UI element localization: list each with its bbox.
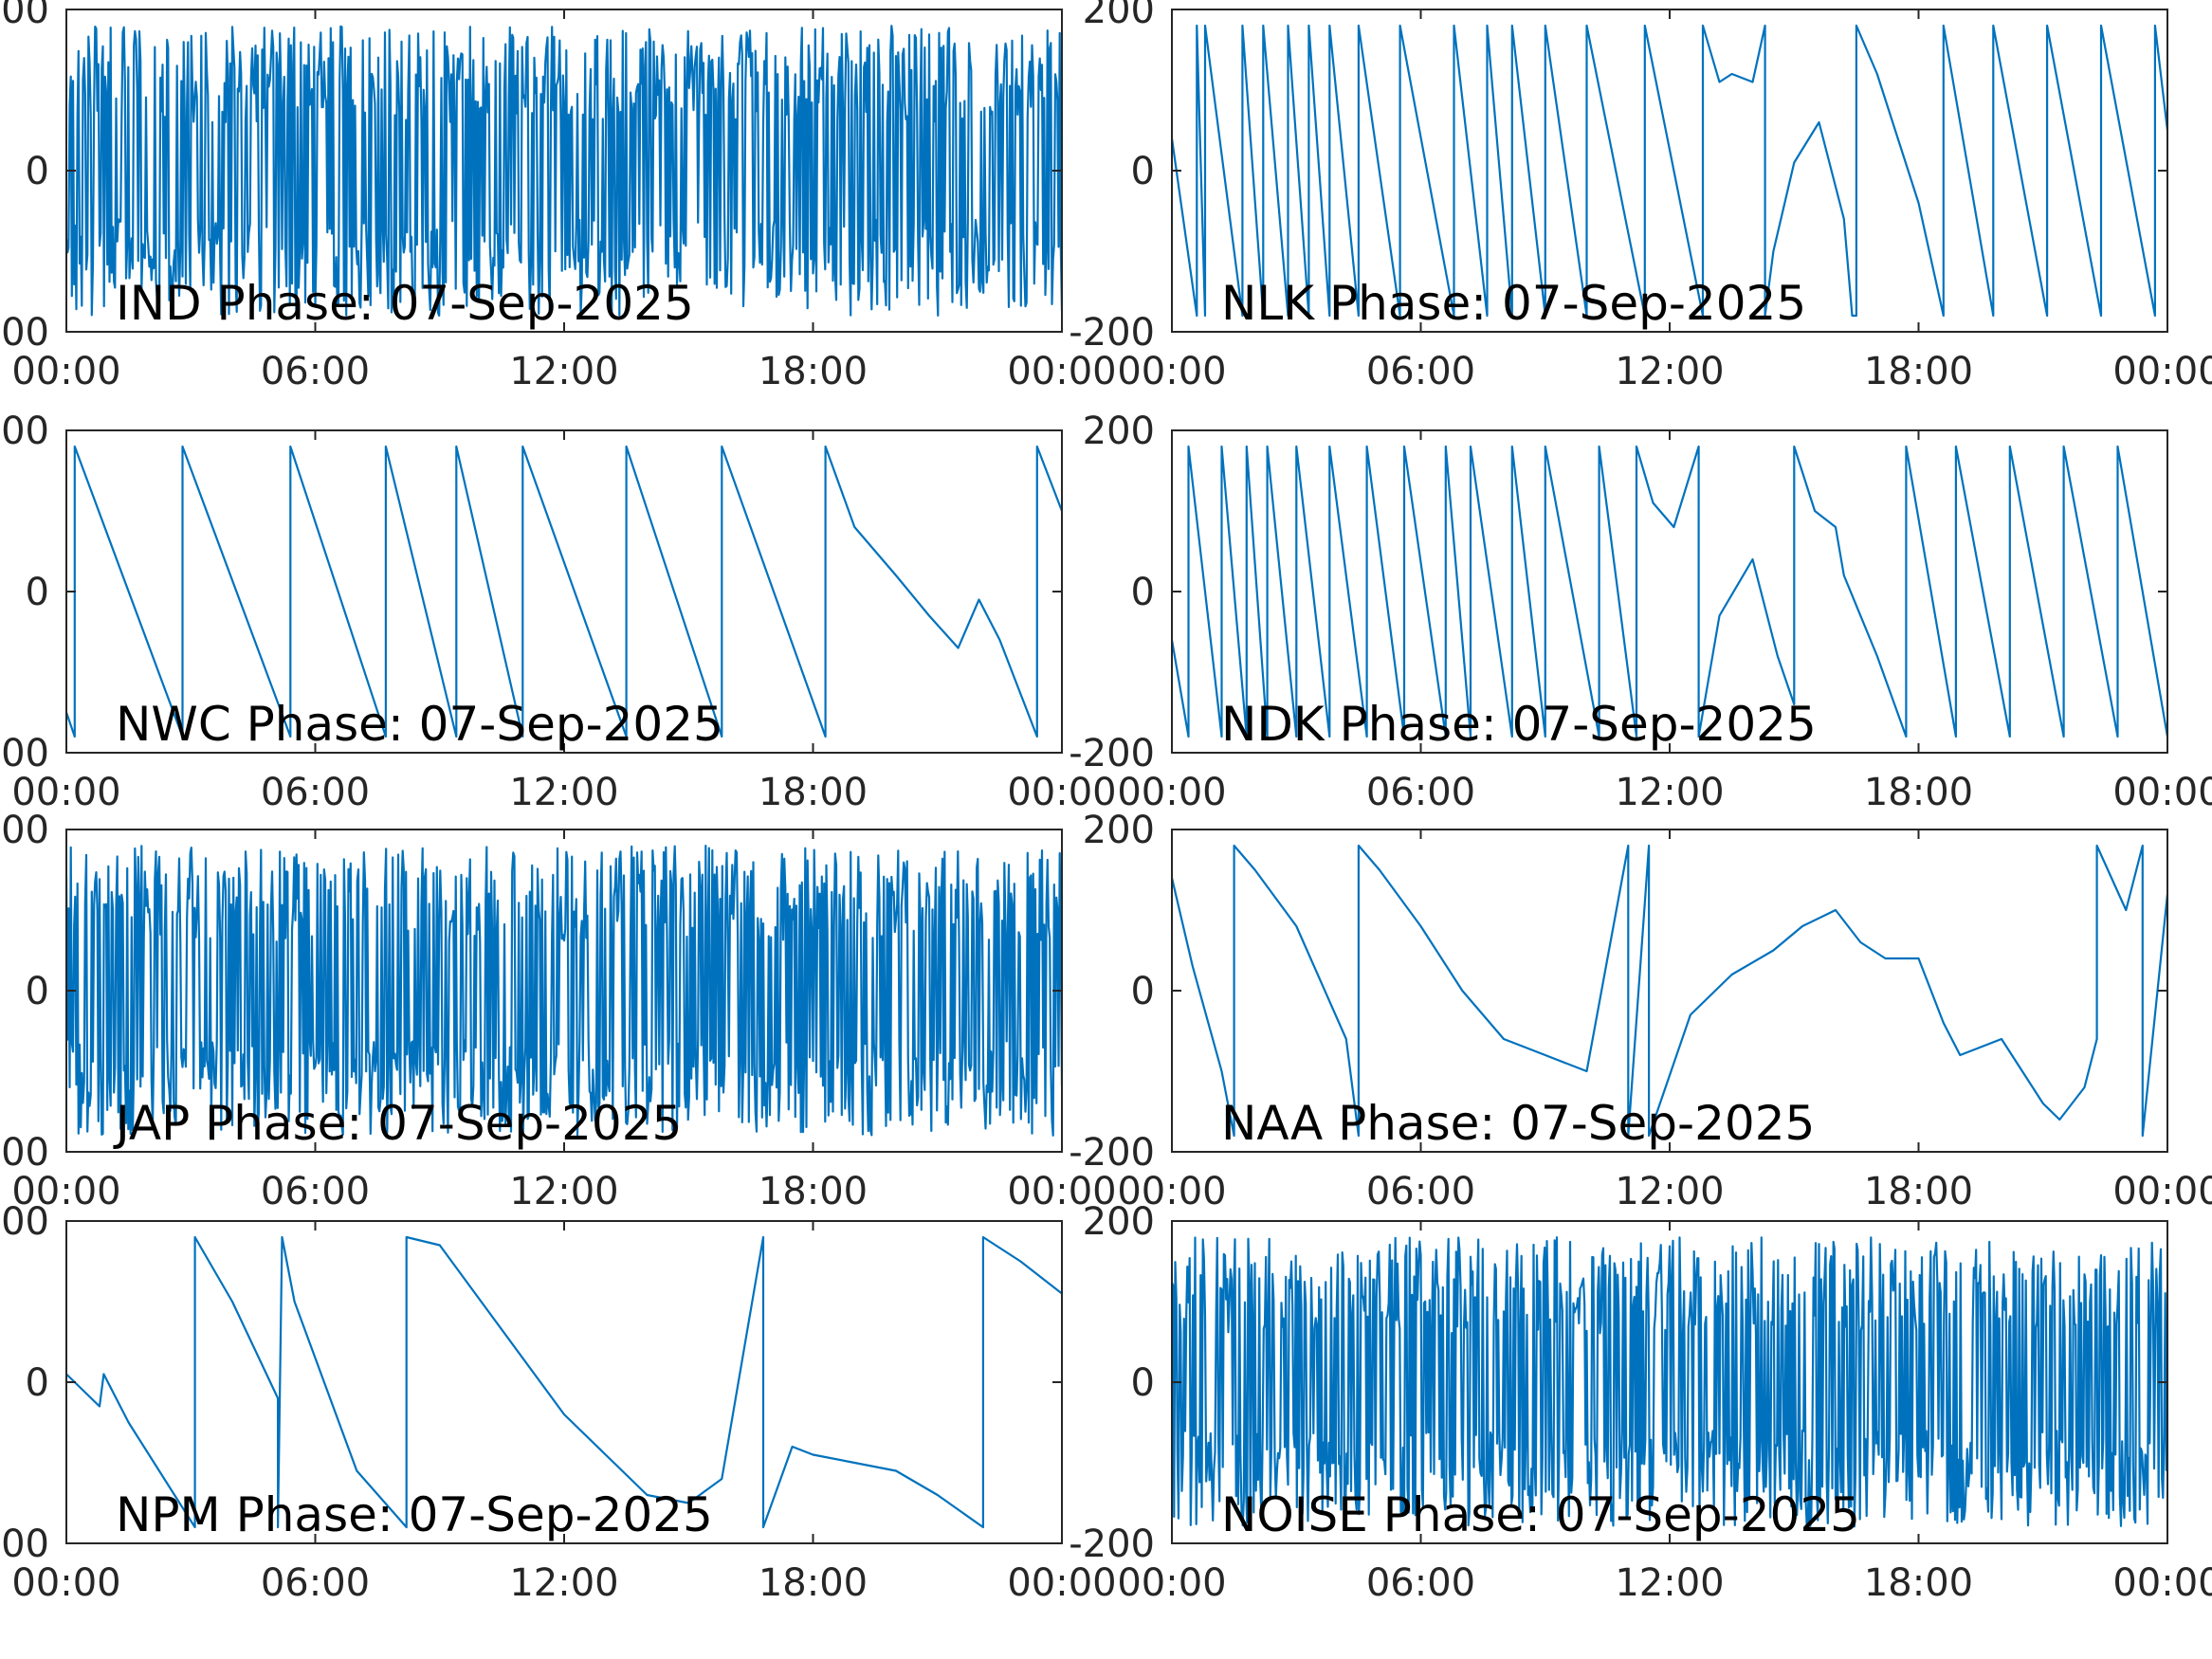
x-tick-label: 00:00 bbox=[11, 1170, 120, 1213]
y-tick-label: 0 bbox=[26, 150, 49, 193]
y-tick-label: 200 bbox=[0, 809, 49, 852]
panel-title: JAP Phase: 07-Sep-2025 bbox=[113, 1096, 682, 1151]
panel-title: NPM Phase: 07-Sep-2025 bbox=[116, 1487, 713, 1542]
x-tick-label: 12:00 bbox=[1615, 350, 1724, 393]
y-tick-label: 200 bbox=[0, 0, 49, 32]
panel-title: NLK Phase: 07-Sep-2025 bbox=[1221, 276, 1806, 331]
x-tick-label: 18:00 bbox=[759, 1561, 868, 1605]
phase-series-line bbox=[66, 445, 1062, 738]
x-tick-label: 06:00 bbox=[261, 1561, 370, 1605]
phase-series-line bbox=[1172, 445, 2167, 738]
x-tick-label: 06:00 bbox=[261, 1170, 370, 1213]
y-tick-label: -200 bbox=[1069, 1522, 1155, 1566]
panel-title: NDK Phase: 07-Sep-2025 bbox=[1221, 697, 1817, 752]
x-tick-label: 06:00 bbox=[1366, 771, 1475, 814]
y-tick-label: 200 bbox=[1083, 809, 1155, 852]
y-tick-label: 200 bbox=[1083, 1200, 1155, 1244]
x-tick-label: 06:00 bbox=[1366, 350, 1475, 393]
y-tick-label: -200 bbox=[0, 1131, 49, 1175]
x-tick-label: 12:00 bbox=[509, 1170, 618, 1213]
x-tick-label: 00:00 bbox=[11, 350, 120, 393]
phase-series-line bbox=[1172, 1236, 2167, 1528]
phase-series-line bbox=[66, 845, 1062, 1137]
y-tick-label: -200 bbox=[1069, 311, 1155, 355]
x-tick-label: 12:00 bbox=[1615, 1170, 1724, 1213]
y-tick-label: -200 bbox=[1069, 1131, 1155, 1175]
x-tick-label: 06:00 bbox=[261, 350, 370, 393]
x-tick-label: 00:00 bbox=[11, 771, 120, 814]
y-tick-label: 0 bbox=[26, 1361, 49, 1405]
x-tick-label: 18:00 bbox=[759, 771, 868, 814]
x-tick-label: 06:00 bbox=[1366, 1561, 1475, 1605]
y-tick-label: 0 bbox=[1131, 571, 1155, 614]
x-tick-label: 00:00 bbox=[11, 1561, 120, 1605]
y-tick-label: 200 bbox=[1083, 410, 1155, 453]
panel-title: NOISE Phase: 07-Sep-2025 bbox=[1221, 1487, 1860, 1542]
x-tick-label: 12:00 bbox=[1615, 1561, 1724, 1605]
x-tick-label: 00:00 bbox=[2112, 1170, 2212, 1213]
x-tick-label: 18:00 bbox=[759, 350, 868, 393]
x-tick-label: 00:00 bbox=[1007, 771, 1116, 814]
y-tick-label: -200 bbox=[0, 732, 49, 775]
y-tick-label: -200 bbox=[0, 1522, 49, 1566]
phase-series-line bbox=[1172, 844, 2167, 1138]
x-tick-label: 18:00 bbox=[1864, 350, 1973, 393]
x-tick-label: 18:00 bbox=[1864, 1561, 1973, 1605]
x-tick-label: 00:00 bbox=[1117, 1170, 1226, 1213]
x-tick-label: 00:00 bbox=[1007, 1170, 1116, 1213]
y-tick-label: -200 bbox=[0, 311, 49, 355]
x-tick-label: 00:00 bbox=[1117, 350, 1226, 393]
panel-title: IND Phase: 07-Sep-2025 bbox=[116, 276, 694, 331]
x-tick-label: 00:00 bbox=[2112, 1561, 2212, 1605]
y-tick-label: -200 bbox=[1069, 732, 1155, 775]
panel-title: NAA Phase: 07-Sep-2025 bbox=[1221, 1096, 1815, 1151]
panel-title: NWC Phase: 07-Sep-2025 bbox=[116, 697, 723, 752]
y-tick-label: 0 bbox=[26, 970, 49, 1013]
x-tick-label: 12:00 bbox=[509, 1561, 618, 1605]
x-tick-label: 18:00 bbox=[1864, 771, 1973, 814]
y-tick-label: 200 bbox=[0, 410, 49, 453]
x-tick-label: 00:00 bbox=[2112, 350, 2212, 393]
phase-series-line bbox=[1172, 24, 2167, 318]
x-tick-label: 00:00 bbox=[1007, 350, 1116, 393]
x-tick-label: 00:00 bbox=[1007, 1561, 1116, 1605]
x-tick-label: 00:00 bbox=[1117, 771, 1226, 814]
x-tick-label: 18:00 bbox=[759, 1170, 868, 1213]
y-tick-label: 0 bbox=[1131, 150, 1155, 193]
phase-series-line bbox=[66, 25, 1062, 317]
y-tick-label: 200 bbox=[0, 1200, 49, 1244]
x-tick-label: 00:00 bbox=[1117, 1561, 1226, 1605]
y-tick-label: 0 bbox=[1131, 970, 1155, 1013]
y-tick-label: 0 bbox=[26, 571, 49, 614]
x-tick-label: 00:00 bbox=[2112, 771, 2212, 814]
x-tick-label: 06:00 bbox=[1366, 1170, 1475, 1213]
x-tick-label: 12:00 bbox=[509, 350, 618, 393]
x-tick-label: 12:00 bbox=[1615, 771, 1724, 814]
x-tick-label: 12:00 bbox=[509, 771, 618, 814]
x-tick-label: 18:00 bbox=[1864, 1170, 1973, 1213]
y-tick-label: 200 bbox=[1083, 0, 1155, 32]
x-tick-label: 06:00 bbox=[261, 771, 370, 814]
phase-series-line bbox=[66, 1235, 1062, 1529]
y-tick-label: 0 bbox=[1131, 1361, 1155, 1405]
